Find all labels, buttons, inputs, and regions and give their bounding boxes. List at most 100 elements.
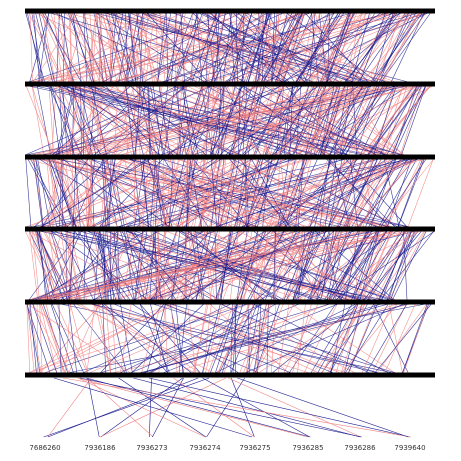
link xyxy=(35,158,44,228)
link xyxy=(41,158,89,228)
link xyxy=(324,230,370,301)
link xyxy=(173,377,255,438)
link xyxy=(144,230,195,301)
link xyxy=(69,230,75,301)
link xyxy=(343,158,382,228)
link xyxy=(351,230,377,301)
link xyxy=(320,12,349,83)
link xyxy=(157,12,166,83)
link xyxy=(305,85,316,156)
link xyxy=(310,12,362,83)
link xyxy=(367,85,414,156)
links xyxy=(24,12,435,438)
link xyxy=(242,85,377,156)
gene-label: 7936273 xyxy=(136,444,167,452)
link xyxy=(203,12,428,83)
link xyxy=(150,230,162,301)
link xyxy=(278,85,284,156)
link xyxy=(168,85,416,156)
link xyxy=(170,303,397,374)
link xyxy=(106,230,114,301)
link xyxy=(88,158,360,228)
link xyxy=(52,158,57,228)
link xyxy=(50,303,74,374)
link xyxy=(222,12,247,83)
link xyxy=(31,12,66,83)
link xyxy=(65,12,87,83)
link xyxy=(99,377,227,438)
link xyxy=(51,85,57,156)
link xyxy=(320,12,341,83)
link xyxy=(165,303,168,374)
link xyxy=(292,230,314,301)
link xyxy=(65,230,80,301)
link xyxy=(32,303,58,374)
link xyxy=(55,12,114,83)
link xyxy=(91,12,98,83)
link xyxy=(168,158,185,228)
link xyxy=(294,158,312,228)
link xyxy=(80,158,170,228)
link xyxy=(329,230,379,301)
link xyxy=(359,158,412,228)
link xyxy=(84,12,94,83)
link xyxy=(98,12,108,83)
link xyxy=(118,377,207,438)
link xyxy=(86,158,91,228)
link xyxy=(222,12,232,83)
link xyxy=(134,158,141,228)
link xyxy=(55,12,198,83)
link xyxy=(257,12,299,83)
link xyxy=(108,12,123,83)
link xyxy=(163,85,176,156)
link xyxy=(292,85,321,156)
link xyxy=(69,230,73,301)
link xyxy=(160,85,169,156)
link xyxy=(346,12,396,83)
link xyxy=(86,303,95,374)
chromosome-bar xyxy=(25,226,435,232)
link xyxy=(49,158,57,228)
link xyxy=(85,158,88,228)
link xyxy=(182,12,194,83)
gene-label: 7939640 xyxy=(394,444,425,452)
link xyxy=(47,377,199,438)
link xyxy=(142,158,149,228)
link xyxy=(128,158,410,228)
link xyxy=(61,85,388,156)
link xyxy=(308,158,356,228)
link xyxy=(288,303,336,374)
link xyxy=(236,12,238,83)
link xyxy=(45,230,222,301)
link xyxy=(175,12,178,83)
link xyxy=(379,158,434,228)
link xyxy=(53,158,86,228)
link xyxy=(72,12,82,83)
link xyxy=(330,158,364,228)
link xyxy=(355,230,381,301)
link xyxy=(210,158,218,228)
link xyxy=(148,377,411,438)
link xyxy=(150,85,165,156)
link xyxy=(42,12,82,83)
link xyxy=(276,12,280,83)
link xyxy=(83,12,110,83)
link xyxy=(178,230,280,301)
link xyxy=(98,158,286,228)
link xyxy=(195,230,212,301)
link xyxy=(56,303,88,374)
link xyxy=(237,158,347,228)
link xyxy=(386,158,412,228)
link xyxy=(56,85,191,156)
link xyxy=(189,158,202,228)
link xyxy=(145,230,157,301)
link xyxy=(150,12,376,83)
link xyxy=(192,12,269,83)
link xyxy=(271,12,275,83)
link xyxy=(219,158,249,228)
link xyxy=(203,303,212,374)
link xyxy=(162,303,339,374)
link xyxy=(356,158,415,228)
link xyxy=(141,12,288,83)
link xyxy=(176,230,196,301)
